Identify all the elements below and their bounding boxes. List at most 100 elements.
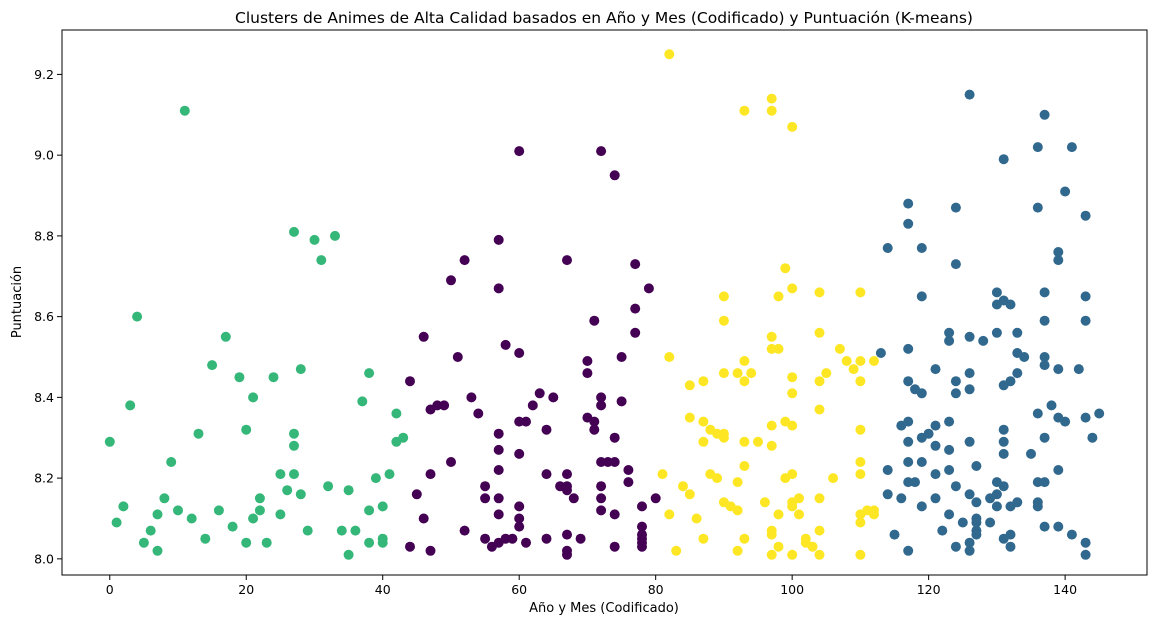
- data-point: [568, 493, 579, 504]
- data-point: [562, 529, 572, 540]
- data-point: [718, 432, 729, 443]
- data-point: [1012, 497, 1023, 508]
- data-point: [562, 469, 572, 480]
- data-point: [787, 283, 798, 294]
- data-point: [773, 343, 784, 354]
- data-point: [923, 428, 934, 439]
- data-point: [671, 545, 682, 556]
- data-point: [937, 525, 948, 536]
- data-point: [889, 529, 900, 540]
- data-point: [480, 493, 491, 504]
- data-point: [152, 545, 163, 556]
- data-point: [459, 525, 470, 536]
- data-point: [384, 469, 395, 480]
- data-point: [398, 432, 409, 443]
- data-point: [630, 327, 641, 338]
- data-point: [200, 533, 211, 544]
- data-point: [916, 501, 927, 512]
- data-point: [1053, 255, 1064, 266]
- data-point: [930, 420, 941, 431]
- data-point: [1039, 109, 1050, 120]
- data-point: [882, 243, 893, 253]
- x-tick-label: 140: [1053, 582, 1077, 597]
- data-point: [370, 473, 381, 484]
- data-point: [787, 469, 798, 480]
- data-point: [159, 493, 170, 504]
- data-point: [903, 436, 914, 447]
- data-point: [514, 501, 525, 512]
- data-point: [1005, 541, 1016, 552]
- data-point: [241, 537, 252, 548]
- data-point: [514, 521, 525, 532]
- data-point: [541, 533, 552, 544]
- x-axis-ticks: 0 20 40 60 80 100 120 140: [106, 575, 1077, 597]
- data-point: [589, 315, 600, 326]
- data-point: [869, 356, 879, 366]
- data-point: [732, 505, 743, 516]
- data-point: [964, 489, 975, 500]
- x-tick-label: 0: [106, 582, 114, 597]
- data-point: [350, 525, 361, 536]
- data-point: [882, 489, 893, 500]
- data-point: [541, 424, 552, 435]
- data-point: [773, 509, 784, 520]
- data-point: [637, 541, 647, 552]
- x-tick-label: 80: [648, 582, 664, 597]
- data-point: [289, 440, 299, 451]
- data-point: [739, 461, 750, 471]
- data-point: [903, 545, 914, 556]
- data-point: [691, 513, 702, 524]
- data-point: [787, 388, 798, 399]
- data-point: [391, 408, 402, 419]
- data-point: [903, 416, 914, 427]
- data-point: [944, 444, 955, 455]
- data-point: [357, 396, 368, 407]
- data-point: [855, 457, 866, 467]
- data-point: [138, 537, 149, 548]
- data-point: [309, 234, 320, 245]
- data-point: [1053, 521, 1064, 532]
- data-point: [418, 331, 429, 342]
- data-point: [1053, 364, 1064, 375]
- data-point: [589, 424, 600, 435]
- data-point: [596, 392, 607, 403]
- y-tick-label: 8.6: [34, 309, 54, 324]
- data-point: [493, 509, 504, 520]
- data-point: [1012, 327, 1023, 338]
- data-point: [166, 457, 177, 467]
- data-point: [418, 513, 429, 524]
- data-point: [766, 549, 777, 560]
- data-point: [220, 331, 231, 342]
- data-point: [814, 493, 825, 504]
- data-point: [916, 388, 927, 399]
- data-point: [998, 436, 1009, 447]
- data-point: [950, 541, 961, 552]
- data-point: [930, 440, 941, 451]
- data-point: [1080, 412, 1091, 423]
- data-point: [1053, 247, 1064, 257]
- data-point: [616, 352, 627, 362]
- data-point: [821, 368, 832, 379]
- data-point: [855, 424, 866, 435]
- data-point: [1066, 529, 1077, 540]
- data-point: [766, 331, 777, 342]
- data-point: [1039, 432, 1050, 443]
- data-point: [1060, 416, 1071, 427]
- data-point: [1026, 448, 1036, 459]
- data-point: [364, 505, 375, 516]
- data-point: [1087, 432, 1098, 443]
- data-point: [787, 121, 798, 132]
- data-point: [118, 501, 129, 512]
- data-point: [964, 384, 975, 395]
- data-point: [746, 368, 757, 379]
- data-point: [289, 428, 299, 439]
- data-point: [991, 489, 1002, 500]
- data-point: [596, 400, 607, 411]
- data-point: [698, 533, 709, 544]
- data-point: [480, 533, 491, 544]
- data-point: [718, 368, 729, 379]
- data-point: [343, 549, 354, 560]
- data-point: [541, 469, 552, 480]
- data-point: [718, 315, 729, 326]
